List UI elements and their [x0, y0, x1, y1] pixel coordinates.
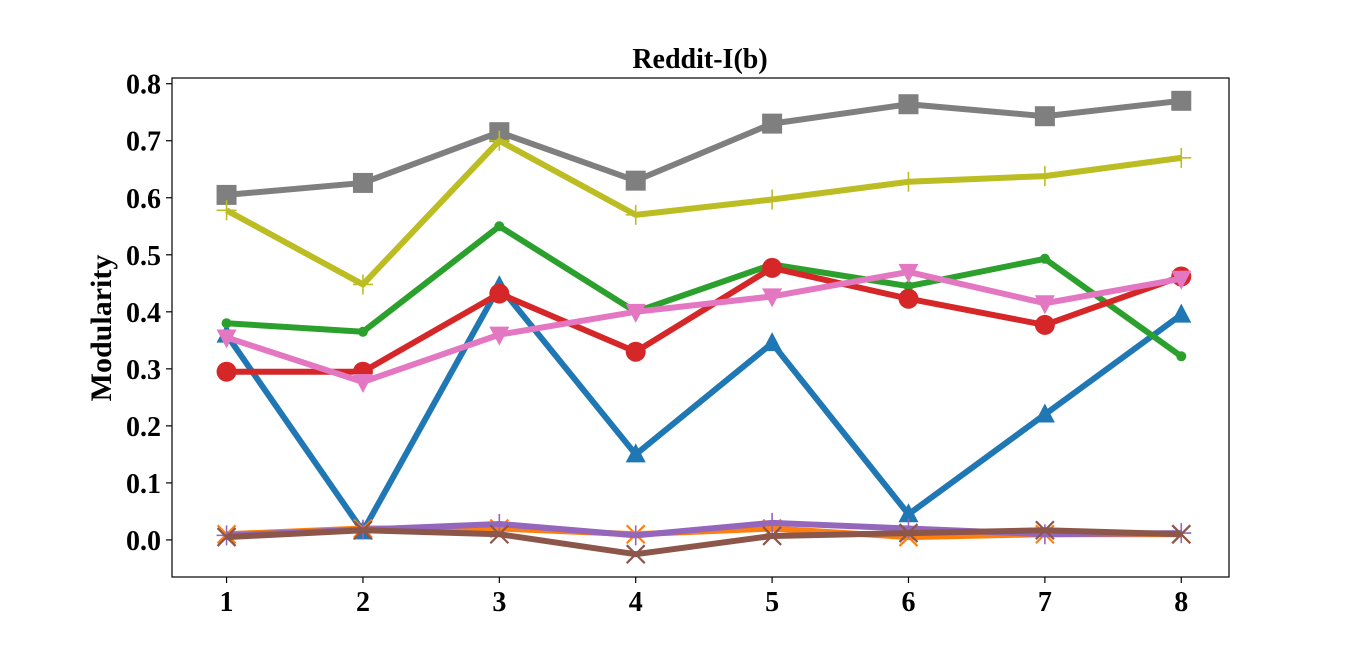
- data-point: [762, 512, 783, 533]
- data-point: [1171, 90, 1192, 111]
- series-line: [226, 527, 1182, 558]
- y-tick-label: 0.6: [126, 184, 161, 215]
- data-point: [489, 326, 510, 346]
- data-point: [216, 329, 237, 349]
- series-line: [224, 283, 1184, 535]
- data-point: [1039, 253, 1050, 264]
- data-point: [898, 503, 919, 523]
- data-point: [762, 332, 783, 352]
- data-point: [898, 523, 919, 543]
- data-point: [625, 525, 646, 546]
- data-point: [489, 130, 510, 151]
- data-point: [898, 288, 919, 309]
- data-point: [625, 544, 646, 564]
- data-point: [216, 527, 237, 547]
- x-tick-label: 4: [629, 587, 643, 618]
- data-point: [898, 263, 919, 283]
- data-point: [353, 520, 373, 541]
- data-point: [489, 283, 510, 304]
- series-9: [216, 130, 1192, 295]
- data-point: [762, 526, 782, 546]
- data-point: [625, 204, 646, 225]
- data-point: [352, 274, 373, 295]
- x-tick-label: 2: [356, 587, 370, 618]
- plot-area: [216, 90, 1192, 564]
- data-point: [762, 257, 783, 278]
- x-tick-label: 5: [765, 587, 779, 618]
- x-tick-label: 7: [1038, 587, 1052, 618]
- data-point: [762, 113, 783, 134]
- data-point: [216, 361, 237, 382]
- data-point: [625, 443, 646, 463]
- chart-title: Reddit-I(b): [632, 44, 767, 75]
- y-tick-label: 0.4: [126, 298, 161, 329]
- y-tick-label: 0.5: [126, 241, 161, 272]
- data-point: [625, 303, 646, 323]
- axes: 1 2 3 4 5 6 7 8 0.0 0.1 0.2 0.3 0.4 0.5 0.6 0.7 0.8: [126, 70, 1188, 618]
- series-3: [221, 221, 1187, 362]
- data-point: [1034, 295, 1055, 315]
- series-7: [216, 263, 1192, 393]
- data-point: [357, 326, 368, 337]
- data-point: [1034, 403, 1055, 423]
- y-tick-label: 0.0: [126, 526, 161, 557]
- y-tick-label: 0.7: [126, 127, 161, 158]
- series-8: [216, 90, 1192, 205]
- series-line: [226, 97, 1182, 198]
- data-point: [216, 184, 237, 205]
- y-axis-label: Modularity: [85, 255, 118, 402]
- data-point: [762, 189, 783, 210]
- data-point: [352, 373, 373, 393]
- data-point: [762, 288, 783, 308]
- data-point: [1034, 166, 1055, 187]
- data-point: [1171, 147, 1192, 168]
- y-tick-label: 0.3: [126, 355, 161, 386]
- x-tick-label: 1: [220, 587, 234, 618]
- data-point: [221, 318, 232, 329]
- series-6: [216, 520, 1192, 564]
- series-line: [225, 137, 1182, 288]
- x-tick-label: 6: [901, 587, 915, 618]
- series-line: [226, 223, 1184, 359]
- data-point: [625, 170, 646, 191]
- series-line: [226, 264, 1183, 375]
- data-point: [216, 200, 237, 221]
- data-point: [1171, 524, 1192, 545]
- series-4: [216, 257, 1192, 382]
- data-point: [1171, 303, 1192, 323]
- data-point: [1034, 106, 1055, 127]
- series-line: [225, 268, 1182, 385]
- data-point: [1176, 351, 1187, 362]
- data-point: [903, 281, 914, 292]
- data-point: [1034, 314, 1055, 335]
- series-1: [216, 275, 1192, 540]
- y-tick-label: 0.1: [126, 469, 161, 500]
- data-point: [1171, 270, 1192, 290]
- x-tick-label: 8: [1174, 587, 1188, 618]
- data-point: [1035, 520, 1055, 541]
- data-point: [489, 513, 510, 534]
- y-tick-label: 0.2: [126, 412, 161, 443]
- y-tick-label: 0.8: [126, 70, 161, 101]
- data-point: [352, 172, 373, 193]
- data-point: [898, 94, 919, 115]
- data-point: [489, 524, 510, 545]
- x-tick-label: 3: [492, 587, 506, 618]
- plot-frame: [171, 77, 1230, 578]
- data-point: [494, 221, 505, 232]
- data-point: [898, 171, 919, 192]
- data-point: [625, 341, 646, 362]
